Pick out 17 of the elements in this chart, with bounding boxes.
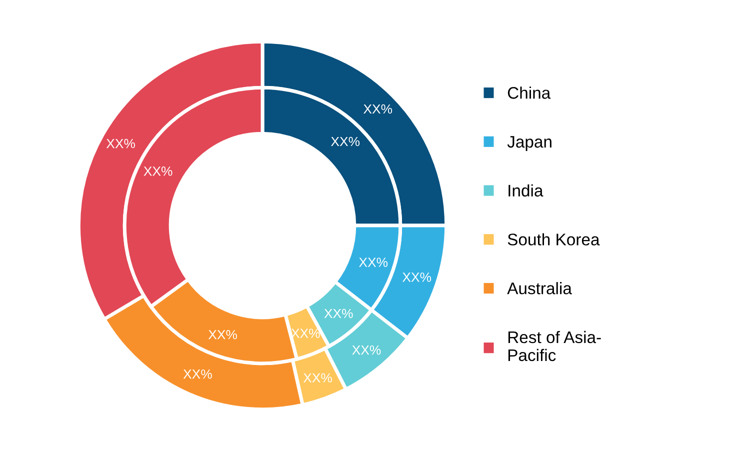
- legend-label: Rest of Asia- Pacific: [508, 330, 601, 362]
- data-label: XX%: [208, 330, 237, 340]
- data-label: XX%: [106, 138, 135, 148]
- legend-label: South Korea: [508, 233, 600, 246]
- data-label: XX%: [359, 258, 388, 267]
- data-label: XX%: [402, 272, 432, 282]
- data-label: XX%: [363, 104, 392, 114]
- legend-label: Japan: [507, 136, 552, 151]
- data-label: XX%: [183, 369, 212, 379]
- data-label: XX%: [303, 373, 332, 382]
- data-label: XX%: [330, 136, 360, 146]
- legend-label: Australia: [507, 282, 572, 294]
- legend-label: China: [508, 86, 551, 99]
- data-label: XX%: [144, 166, 172, 176]
- legend-label: India: [508, 184, 544, 197]
- data-label: XX%: [324, 308, 353, 318]
- data-label: XX%: [352, 345, 381, 355]
